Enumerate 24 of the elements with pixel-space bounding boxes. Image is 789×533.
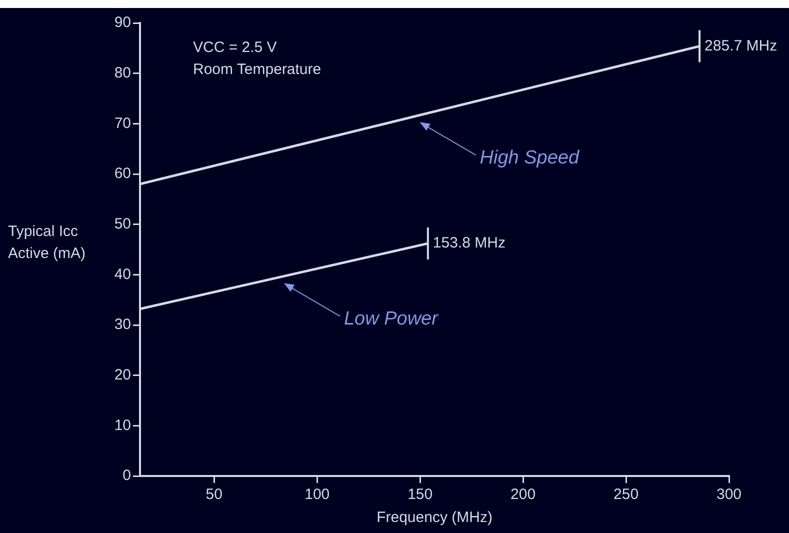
- y-tick-label: 60: [114, 165, 131, 182]
- y-tick-label: 50: [114, 215, 131, 232]
- y-tick-label: 10: [114, 416, 131, 434]
- x-tick-label: 150: [408, 486, 433, 504]
- y-axis-title: Typical Icc Active (mA): [8, 223, 86, 262]
- x-axis-title: Frequency (MHz): [376, 509, 492, 526]
- y-tick-label: 80: [114, 64, 131, 82]
- y-tick-label: 40: [114, 266, 131, 283]
- annotation: VCC = 2.5 V: [193, 39, 277, 56]
- x-tick-label: 50: [206, 486, 222, 504]
- y-tick-label: 0: [122, 467, 131, 484]
- text: Low Power: [344, 308, 439, 330]
- x-tick-label: 300: [716, 486, 742, 504]
- x-tick-label: 100: [304, 486, 330, 504]
- y-tick-label: 30: [114, 316, 131, 334]
- text: High Speed: [480, 147, 581, 168]
- annotation: 285.7 MHz: [704, 37, 778, 54]
- x-tick-label: 200: [510, 486, 536, 504]
- y-tick-label: 90: [114, 14, 131, 32]
- annotation: 153.8 MHz: [432, 234, 506, 252]
- y-tick-label: 70: [114, 114, 131, 132]
- annotation: Room Temperature: [193, 61, 322, 78]
- y-tick-label: 20: [114, 366, 131, 384]
- x-tick-label: 250: [614, 486, 639, 504]
